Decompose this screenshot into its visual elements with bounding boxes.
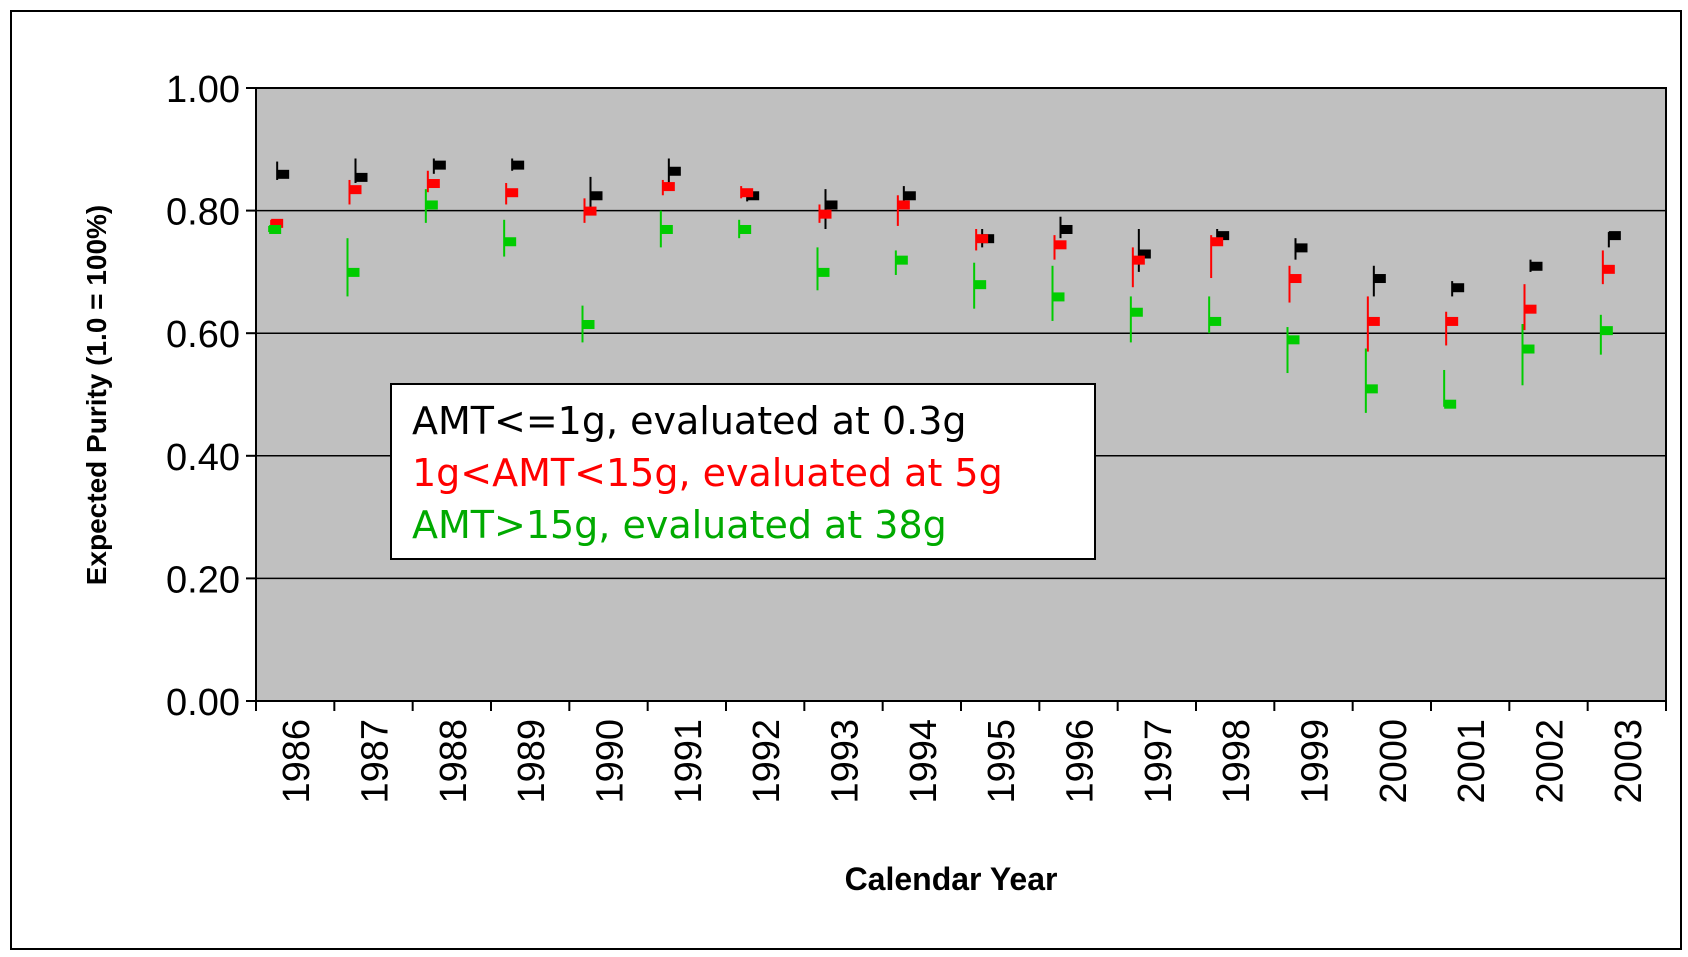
data-point xyxy=(974,280,987,290)
data-point xyxy=(512,160,525,170)
data-point xyxy=(668,166,681,176)
y-tick-label: 0.00 xyxy=(166,682,240,724)
x-axis-label: Calendar Year xyxy=(845,861,1058,897)
data-point xyxy=(1530,261,1543,271)
x-tick-label: 1992 xyxy=(746,719,788,804)
data-point xyxy=(662,182,675,192)
x-tick-label: 1988 xyxy=(433,719,475,804)
data-point xyxy=(427,179,440,189)
x-tick-label: 1986 xyxy=(276,719,318,804)
data-point xyxy=(1132,255,1145,265)
series-2 xyxy=(270,170,1615,352)
data-point xyxy=(271,218,284,228)
data-point xyxy=(277,169,290,179)
y-tick-label: 0.80 xyxy=(166,192,240,234)
data-point xyxy=(582,320,595,330)
y-tick-label: 1.00 xyxy=(166,69,240,111)
series-group xyxy=(268,158,1621,413)
data-point xyxy=(1054,240,1067,250)
data-point xyxy=(1217,231,1230,241)
x-tick-label: 1987 xyxy=(355,719,397,804)
x-tick-label: 2000 xyxy=(1373,719,1415,804)
data-point xyxy=(1209,316,1222,326)
data-point xyxy=(895,255,908,265)
data-point xyxy=(1287,335,1300,345)
data-point xyxy=(741,188,754,198)
y-tick-label: 0.60 xyxy=(166,314,240,356)
axes xyxy=(246,87,1667,711)
legend-item-small: AMT<=1g, evaluated at 0.3g xyxy=(412,399,967,443)
data-point xyxy=(1524,304,1537,314)
data-point xyxy=(1211,237,1224,247)
x-tick-label: 1999 xyxy=(1295,719,1337,804)
data-point xyxy=(1367,316,1380,326)
x-tick-label: 1991 xyxy=(668,719,710,804)
data-point xyxy=(1365,384,1378,394)
y-axis-label: Expected Purity (1.0 = 100%) xyxy=(81,205,112,586)
data-point xyxy=(1452,283,1465,293)
data-point xyxy=(1373,274,1386,284)
x-tick-label: 1996 xyxy=(1060,719,1102,804)
data-point xyxy=(590,191,603,201)
y-tick-label: 0.20 xyxy=(166,559,240,601)
x-tick-labels: 1986 1987 1988 1989 1990 1991 1992 1993 1994 1995… xyxy=(276,719,1650,804)
data-point xyxy=(425,200,438,210)
data-point xyxy=(349,185,362,195)
data-point xyxy=(355,172,368,182)
data-point xyxy=(433,160,446,170)
data-point xyxy=(1600,326,1613,336)
data-point xyxy=(1052,292,1065,302)
data-point xyxy=(1522,344,1535,354)
data-point xyxy=(819,209,832,219)
data-point xyxy=(1138,249,1151,259)
data-point xyxy=(1602,264,1615,274)
x-tick-label: 1997 xyxy=(1138,719,1180,804)
x-tick-label: 1995 xyxy=(981,719,1023,804)
data-point xyxy=(739,224,752,234)
x-tick-label: 1998 xyxy=(1216,719,1258,804)
data-point xyxy=(1295,243,1308,253)
data-point xyxy=(1060,224,1073,234)
data-point xyxy=(1608,231,1621,241)
x-tick-label: 2002 xyxy=(1530,719,1572,804)
series-1 xyxy=(276,158,1621,297)
data-point xyxy=(584,206,597,216)
legend: AMT<=1g, evaluated at 0.3g 1g<AMT<15g, e… xyxy=(390,383,1096,560)
data-point xyxy=(660,224,673,234)
legend-item-medium: 1g<AMT<15g, evaluated at 5g xyxy=(412,451,1003,495)
data-point xyxy=(903,191,916,201)
data-point xyxy=(269,224,282,234)
data-point xyxy=(347,267,360,277)
data-point xyxy=(506,188,519,198)
x-tick-label: 2001 xyxy=(1451,719,1493,804)
x-tick-label: 2003 xyxy=(1608,719,1650,804)
data-point xyxy=(1446,316,1459,326)
series-3 xyxy=(268,189,1613,413)
x-tick-label: 1990 xyxy=(590,719,632,804)
y-tick-labels: 0.00 0.20 0.40 0.60 0.80 1.00 xyxy=(166,69,240,724)
legend-item-large: AMT>15g, evaluated at 38g xyxy=(412,503,947,547)
data-point xyxy=(1289,274,1302,284)
data-point xyxy=(817,267,830,277)
data-point xyxy=(1130,307,1143,317)
x-tick-label: 1993 xyxy=(825,719,867,804)
data-point xyxy=(825,200,838,210)
y-tick-label: 0.40 xyxy=(166,437,240,479)
data-point xyxy=(976,234,989,244)
x-tick-label: 1994 xyxy=(903,719,945,804)
data-point xyxy=(504,237,517,247)
data-point xyxy=(1444,399,1457,409)
data-point xyxy=(897,200,910,210)
x-tick-label: 1989 xyxy=(511,719,553,804)
